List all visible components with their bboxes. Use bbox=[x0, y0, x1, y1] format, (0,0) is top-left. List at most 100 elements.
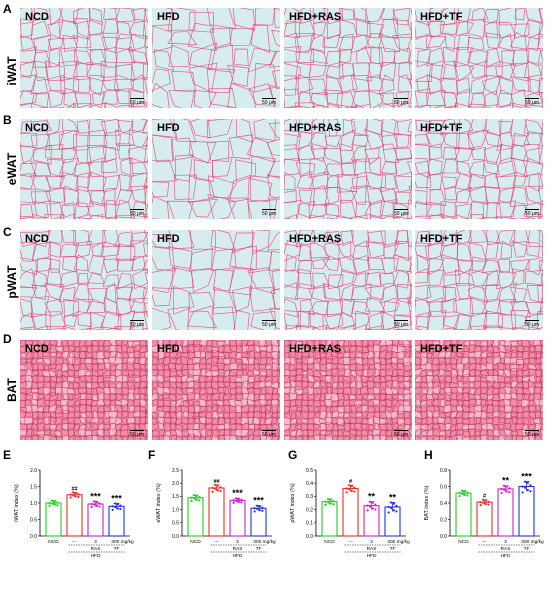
data-point bbox=[353, 486, 356, 489]
data-point bbox=[216, 484, 219, 487]
scale-bar-line bbox=[394, 430, 408, 431]
bar-hfd bbox=[476, 501, 493, 537]
x-label-hfd: HFD bbox=[233, 553, 243, 559]
scale-bar-label: 50 μm bbox=[130, 211, 144, 217]
x-label-dose-tf: 300 mg/kg bbox=[111, 539, 134, 545]
data-point bbox=[521, 491, 524, 494]
y-tick-label: 1.0 bbox=[30, 501, 37, 507]
data-point bbox=[324, 503, 327, 506]
micrograph-group-label: HFD+TF bbox=[420, 233, 463, 245]
scale-bar: 50 μm bbox=[525, 98, 539, 106]
data-point bbox=[195, 498, 198, 501]
micrograph-ewat-2: HFD+RAS 50 μm bbox=[284, 119, 412, 219]
data-point bbox=[390, 506, 393, 510]
data-point bbox=[98, 502, 101, 505]
x-label-dose-ras: 3 bbox=[94, 539, 97, 545]
data-point bbox=[503, 484, 506, 487]
data-point bbox=[114, 505, 117, 509]
scale-bar-label: 50 μm bbox=[262, 322, 276, 328]
scale-bar-line bbox=[262, 98, 276, 99]
y-tick-label: 0.3 bbox=[306, 494, 313, 500]
data-point bbox=[371, 507, 374, 510]
bar-tf bbox=[518, 485, 535, 537]
panel-label-g: G bbox=[288, 448, 298, 462]
scale-bar-line bbox=[394, 209, 408, 210]
data-point bbox=[98, 505, 101, 508]
chart-ewat-index: 0.0 0.5 1.0 1.5 2.0 2.5 eWAT index (%) ## *** ***… bbox=[152, 460, 282, 590]
scale-bar-label: 50 μm bbox=[394, 211, 408, 217]
data-point bbox=[374, 508, 377, 511]
scale-bar-label: 50 μm bbox=[130, 100, 144, 106]
bar-ras bbox=[87, 503, 104, 537]
data-point bbox=[387, 505, 390, 509]
scale-bar-label: 50 μm bbox=[525, 322, 539, 328]
data-point bbox=[90, 502, 93, 506]
scale-bar: 50 μm bbox=[262, 320, 276, 328]
scale-bar: 50 μm bbox=[130, 209, 144, 217]
y-tick-label: 2.5 bbox=[172, 468, 179, 474]
micrograph-pwat-3: HFD+TF 50 μm bbox=[415, 230, 543, 330]
data-point bbox=[466, 491, 469, 494]
data-point bbox=[374, 503, 377, 506]
x-label-ncd: NCD bbox=[324, 539, 335, 545]
bar-tf bbox=[250, 507, 267, 537]
data-point bbox=[479, 501, 482, 504]
x-label-dose-ras: 3 bbox=[236, 539, 239, 545]
data-point bbox=[216, 489, 219, 492]
data-point bbox=[461, 492, 464, 495]
data-point bbox=[119, 508, 122, 511]
y-axis-title: pWAT index (%) bbox=[290, 483, 296, 522]
data-point bbox=[508, 487, 511, 490]
data-point bbox=[53, 500, 56, 503]
chart-iwat-index: 0.0 0.5 1.0 1.5 2.0 iWAT index (%) ## *** *** NCD… bbox=[10, 460, 140, 590]
data-point bbox=[193, 494, 196, 497]
data-point bbox=[332, 499, 335, 503]
y-tick-label: 0.4 bbox=[440, 501, 447, 507]
chart-bat-index: 0.0 0.2 0.4 0.6 0.8 BAT index (%) # ** *** NCD ---… bbox=[420, 460, 550, 590]
significance-marker: *** bbox=[253, 496, 264, 506]
data-point bbox=[190, 499, 193, 502]
data-point bbox=[458, 494, 461, 498]
panel-label-a: A bbox=[3, 2, 12, 16]
y-tick-label: 0.5 bbox=[30, 517, 37, 523]
data-point bbox=[111, 505, 114, 508]
data-point bbox=[395, 510, 398, 513]
data-point bbox=[190, 496, 193, 499]
scale-bar-line bbox=[130, 430, 144, 431]
scale-bar-label: 50 μm bbox=[262, 211, 276, 217]
data-point bbox=[524, 486, 527, 489]
data-point bbox=[327, 498, 330, 501]
data-point bbox=[116, 503, 119, 506]
scale-bar-label: 50 μm bbox=[525, 432, 539, 438]
micrograph-group-label: HFD+TF bbox=[420, 122, 463, 134]
x-label-tf: TF bbox=[524, 546, 530, 552]
scale-bar: 50 μm bbox=[262, 430, 276, 438]
x-label-vehicle: --- bbox=[482, 540, 487, 545]
y-tick-label: 0.0 bbox=[440, 534, 447, 540]
micrograph-group-label: HFD+RAS bbox=[289, 343, 342, 355]
scale-bar-label: 50 μm bbox=[130, 432, 144, 438]
x-label-dose-ras: 3 bbox=[370, 539, 373, 545]
data-point bbox=[69, 493, 72, 496]
significance-marker: ## bbox=[71, 486, 77, 492]
bar-hfd bbox=[342, 487, 359, 537]
scale-bar-label: 50 μm bbox=[262, 432, 276, 438]
data-point bbox=[219, 486, 222, 489]
row-label-iwat: iWAT bbox=[5, 56, 19, 86]
micrograph-group-label: HFD+TF bbox=[420, 11, 463, 23]
scale-bar-label: 50 μm bbox=[394, 100, 408, 106]
scale-bar-line bbox=[262, 320, 276, 321]
data-point bbox=[77, 495, 80, 499]
data-point bbox=[487, 503, 490, 506]
data-point bbox=[214, 483, 217, 487]
x-label-dose-tf: 300 mg/kg bbox=[253, 539, 276, 545]
y-tick-label: 0.6 bbox=[440, 484, 447, 490]
scale-bar: 50 μm bbox=[525, 320, 539, 328]
x-label-ras: RAS bbox=[367, 546, 377, 552]
significance-marker: ** bbox=[389, 492, 397, 502]
bar-hfd bbox=[66, 494, 83, 537]
significance-marker: *** bbox=[521, 472, 532, 482]
significance-marker: # bbox=[349, 479, 352, 485]
scale-bar-label: 50 μm bbox=[130, 322, 144, 328]
significance-marker: *** bbox=[232, 488, 243, 498]
